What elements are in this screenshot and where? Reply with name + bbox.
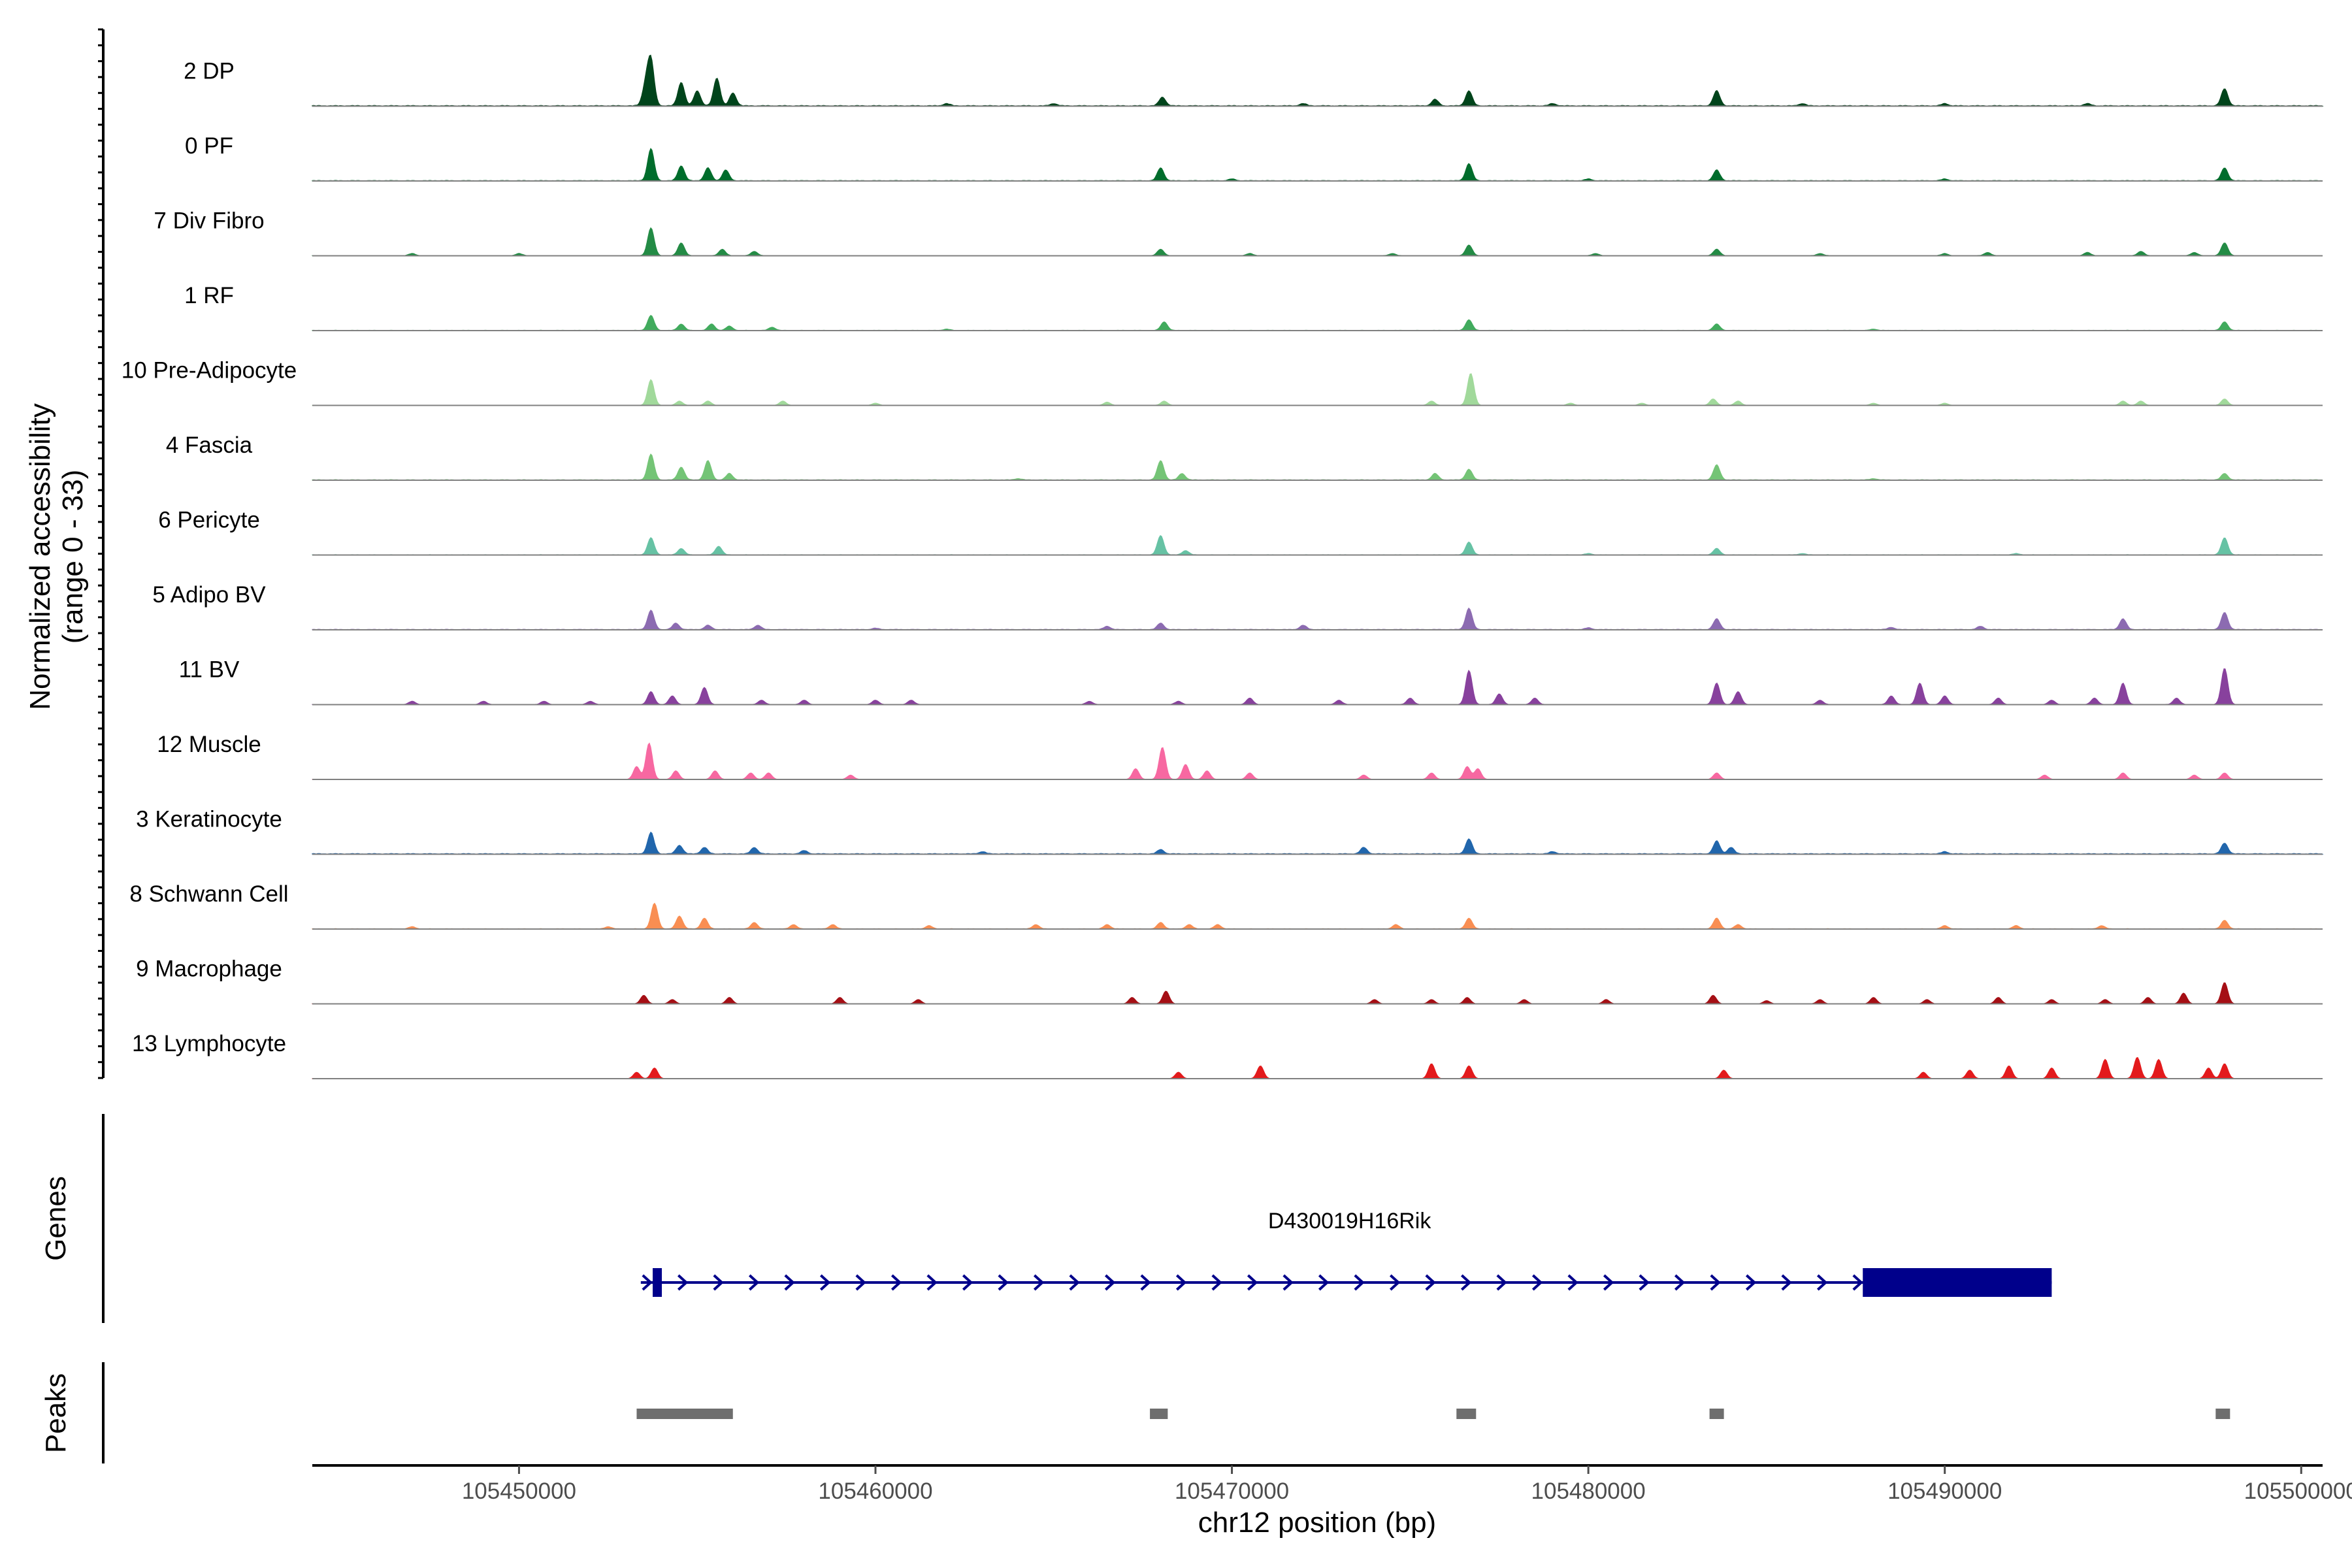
track-2: 0 PF bbox=[185, 133, 2323, 182]
gene-strand-arrow bbox=[926, 1274, 938, 1291]
track-13: 9 Macrophage bbox=[136, 956, 2323, 1005]
track-label: 6 Pericyte bbox=[158, 508, 260, 533]
gene-strand-arrow bbox=[748, 1274, 760, 1291]
gene-strand-arrow bbox=[1852, 1274, 1863, 1291]
gene-strand-arrow bbox=[1247, 1274, 1258, 1291]
track-label: 11 BV bbox=[179, 657, 240, 683]
track-14: 13 Lymphocyte bbox=[132, 1031, 2323, 1079]
gene-strand-arrow bbox=[677, 1274, 689, 1291]
gene-name-label: D430019H16Rik bbox=[1268, 1209, 1431, 1233]
track-label: 8 Schwann Cell bbox=[129, 881, 288, 907]
track-11: 3 Keratinocyte bbox=[136, 807, 2324, 855]
track-label: 2 DP bbox=[184, 59, 235, 84]
gene-exon-block bbox=[653, 1268, 662, 1297]
x-axis-ticks: 105450000 105460000 105470000 105480000 1054… bbox=[462, 1465, 2352, 1504]
gene-strand-arrow bbox=[1104, 1274, 1116, 1291]
gene-strand-arrow bbox=[1710, 1274, 1721, 1291]
peak-region bbox=[2215, 1409, 2230, 1419]
track-label: 1 RF bbox=[184, 283, 234, 308]
gene-strand-arrow bbox=[1781, 1274, 1792, 1291]
gene-strand-arrow bbox=[855, 1274, 866, 1291]
gene-strand-arrow bbox=[1140, 1274, 1151, 1291]
track-label: 10 Pre-Adipocyte bbox=[122, 358, 297, 384]
track-label: 4 Fascia bbox=[166, 433, 253, 458]
peak-region bbox=[1709, 1409, 1724, 1419]
x-tick-label: 105450000 bbox=[462, 1478, 576, 1504]
gene-strand-arrow bbox=[1603, 1274, 1614, 1291]
gene-strand-arrow bbox=[1567, 1274, 1578, 1291]
y-minor-ticks bbox=[98, 28, 103, 1079]
gene-strand-arrow bbox=[1318, 1274, 1330, 1291]
track-7: 6 Pericyte bbox=[158, 508, 2323, 556]
x-tick-label: 105470000 bbox=[1175, 1478, 1289, 1504]
gene-strand-arrow bbox=[1531, 1274, 1543, 1291]
y-axis-label: Normalized accessibility bbox=[24, 403, 56, 710]
peak-region bbox=[1150, 1409, 1168, 1419]
gene-strand-arrow bbox=[784, 1274, 795, 1291]
gene-strand-arrow bbox=[1816, 1274, 1828, 1291]
gene-strand-arrow bbox=[1354, 1274, 1365, 1291]
track-4: 1 RF bbox=[184, 283, 2323, 331]
x-axis-label: chr12 position (bp) bbox=[1198, 1507, 1436, 1539]
x-tick-label: 105480000 bbox=[1531, 1478, 1646, 1504]
peak-region bbox=[636, 1409, 733, 1419]
genes-panel-label: Genes bbox=[40, 1176, 72, 1261]
track-5: 10 Pre-Adipocyte bbox=[122, 358, 2323, 406]
gene-track: D430019H16Rik bbox=[640, 1209, 2052, 1297]
track-label: 0 PF bbox=[185, 133, 233, 159]
x-tick-label: 105460000 bbox=[818, 1478, 932, 1504]
gene-strand-arrow bbox=[713, 1274, 724, 1291]
track-8: 5 Adipo BV bbox=[152, 582, 2323, 630]
peak-regions bbox=[636, 1409, 2230, 1419]
track-10: 12 Muscle bbox=[157, 732, 2323, 780]
gene-strand-arrow bbox=[1745, 1274, 1757, 1291]
peak-region bbox=[1456, 1409, 1477, 1419]
track-1: 2 DP bbox=[184, 54, 2324, 107]
track-label: 12 Muscle bbox=[157, 732, 261, 757]
track-label: 9 Macrophage bbox=[136, 956, 282, 982]
gene-strand-arrow bbox=[1033, 1274, 1045, 1291]
track-label: 3 Keratinocyte bbox=[136, 807, 282, 832]
coverage-tracks: 2 DP 0 PF 7 Div Fibro 1 RF 10 Pre-Adipocyte 4… bbox=[122, 54, 2324, 1079]
track-label: 13 Lymphocyte bbox=[132, 1031, 286, 1056]
peaks-panel-label: Peaks bbox=[40, 1373, 72, 1453]
track-6: 4 Fascia bbox=[166, 433, 2323, 481]
gene-strand-arrow bbox=[1211, 1274, 1222, 1291]
gene-strand-arrow bbox=[1389, 1274, 1401, 1291]
gene-strand-arrow bbox=[1425, 1274, 1436, 1291]
gene-strand-arrow bbox=[819, 1274, 831, 1291]
gene-strand-arrow bbox=[998, 1274, 1009, 1291]
y-axis-range-label: (range 0 - 33) bbox=[57, 470, 89, 644]
gene-strand-arrow bbox=[1496, 1274, 1507, 1291]
gene-strand-arrow bbox=[1639, 1274, 1650, 1291]
gene-strand-arrow bbox=[1069, 1274, 1080, 1291]
track-9: 11 BV bbox=[179, 657, 2323, 706]
track-label: 5 Adipo BV bbox=[152, 582, 266, 608]
gene-strand-arrow bbox=[1282, 1274, 1294, 1291]
track-3: 7 Div Fibro bbox=[154, 208, 2323, 257]
gene-strand-arrow bbox=[1175, 1274, 1187, 1291]
gene-strand-arrow bbox=[642, 1274, 653, 1291]
gene-exon-block bbox=[1863, 1268, 2052, 1297]
gene-strand-arrow bbox=[890, 1274, 902, 1291]
track-label: 7 Div Fibro bbox=[154, 208, 264, 234]
gene-strand-arrow bbox=[962, 1274, 973, 1291]
x-tick-label: 105500000 bbox=[2244, 1478, 2352, 1504]
track-12: 8 Schwann Cell bbox=[129, 881, 2323, 930]
gene-strand-arrow bbox=[1460, 1274, 1472, 1291]
gene-strand-arrow bbox=[1674, 1274, 1686, 1291]
x-tick-label: 105490000 bbox=[1887, 1478, 2002, 1504]
